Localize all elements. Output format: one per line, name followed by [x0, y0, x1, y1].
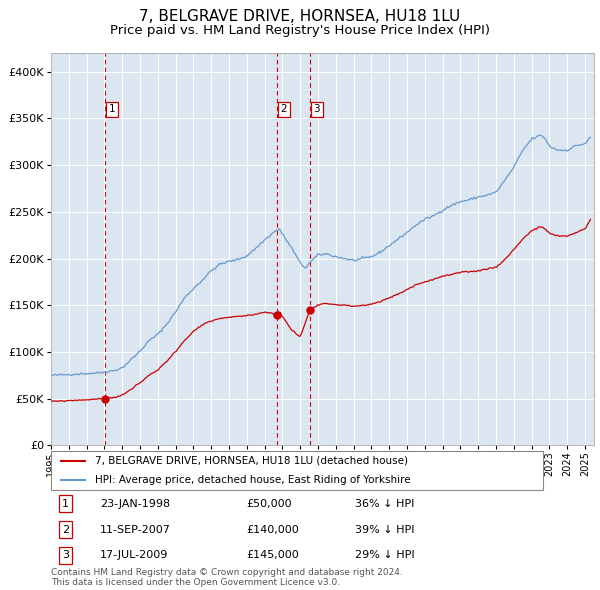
Text: £50,000: £50,000: [247, 499, 292, 509]
Text: 1: 1: [62, 499, 69, 509]
Text: 29% ↓ HPI: 29% ↓ HPI: [355, 550, 415, 560]
Text: Price paid vs. HM Land Registry's House Price Index (HPI): Price paid vs. HM Land Registry's House …: [110, 24, 490, 37]
Text: £140,000: £140,000: [247, 525, 299, 535]
Text: £145,000: £145,000: [247, 550, 299, 560]
Text: 2: 2: [62, 525, 69, 535]
Text: 11-SEP-2007: 11-SEP-2007: [100, 525, 171, 535]
Text: 7, BELGRAVE DRIVE, HORNSEA, HU18 1LU (detached house): 7, BELGRAVE DRIVE, HORNSEA, HU18 1LU (de…: [95, 456, 408, 466]
Text: 3: 3: [313, 104, 320, 114]
Text: 2: 2: [280, 104, 287, 114]
Text: 39% ↓ HPI: 39% ↓ HPI: [355, 525, 415, 535]
Text: 23-JAN-1998: 23-JAN-1998: [100, 499, 170, 509]
FancyBboxPatch shape: [51, 451, 543, 490]
Text: 1: 1: [109, 104, 116, 114]
Text: 3: 3: [62, 550, 69, 560]
Text: 36% ↓ HPI: 36% ↓ HPI: [355, 499, 415, 509]
Text: 7, BELGRAVE DRIVE, HORNSEA, HU18 1LU: 7, BELGRAVE DRIVE, HORNSEA, HU18 1LU: [139, 9, 461, 24]
Text: HPI: Average price, detached house, East Riding of Yorkshire: HPI: Average price, detached house, East…: [95, 475, 411, 485]
Text: Contains HM Land Registry data © Crown copyright and database right 2024.
This d: Contains HM Land Registry data © Crown c…: [51, 568, 403, 587]
Text: 17-JUL-2009: 17-JUL-2009: [100, 550, 168, 560]
